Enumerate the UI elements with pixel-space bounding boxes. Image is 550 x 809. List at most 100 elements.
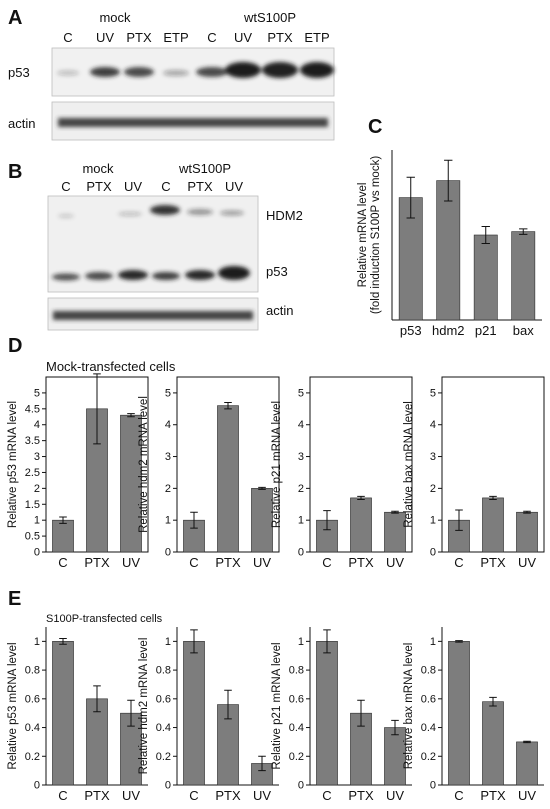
x-tick-label: p21 — [475, 323, 497, 338]
y-tick-label: 0 — [165, 780, 171, 792]
y-tick-label: 1.5 — [25, 499, 40, 511]
bar — [482, 701, 504, 786]
y-tick-label: 2 — [298, 483, 304, 495]
error-bar — [489, 696, 497, 707]
y-tick-label: 4 — [430, 419, 436, 431]
chart-c-relative-mrna: p53 hdm2 p21 bax Relative mRNA level(fold in… — [357, 150, 542, 338]
x-tick-label: C — [322, 788, 331, 803]
error-bar — [481, 226, 490, 244]
panel-d-subtitle: Mock-transfected cells — [46, 359, 176, 374]
y-axis-title: Relative p21 mRNA level — [271, 401, 283, 528]
y-tick-label: 0.6 — [25, 693, 40, 705]
x-tick-label: UV — [122, 788, 140, 803]
error-bar — [59, 637, 67, 645]
panel-letter-a: A — [8, 7, 22, 29]
x-tick-label: C — [454, 555, 463, 570]
y-tick-label: 0.4 — [289, 722, 304, 734]
blot-a-lane-labels: C UV PTX ETP C UV PTX ETP — [63, 30, 329, 45]
blot-b-band-hdm2: HDM2 — [266, 208, 303, 223]
y-tick-label: 5 — [34, 387, 40, 399]
y-tick-label: 5 — [165, 387, 171, 399]
chart-d-hdm2: 0 1 2 3 4 5 C PTX UV Relative hdm2 mRNA level — [138, 376, 280, 570]
error-bar — [127, 699, 135, 727]
error-bar — [93, 373, 101, 445]
blot-a-lane-label: PTX — [267, 30, 293, 45]
blot-b-lane-label: C — [61, 179, 70, 194]
chart-d-p53: 0 0.5 1 1.5 2 2.5 3 3.5 4 4.5 5 C PTX UV Relative p53 … — [7, 373, 149, 570]
blot-b-lane-label: UV — [124, 179, 142, 194]
error-bar — [391, 719, 399, 736]
y-tick-label: 0 — [298, 780, 304, 792]
y-tick-label: 5 — [298, 387, 304, 399]
y-tick-label: 1 — [165, 515, 171, 527]
error-bar — [523, 740, 531, 744]
y-tick-label: 0.2 — [156, 751, 171, 763]
y-tick-label: 0 — [298, 547, 304, 559]
y-tick-label: 0.2 — [25, 751, 40, 763]
x-tick-label: PTX — [348, 788, 374, 803]
bar — [473, 234, 498, 321]
y-axis-title: Relative mRNA level(fold induction S100P… — [357, 156, 382, 314]
y-axis-title: Relative p53 mRNA level — [7, 642, 19, 769]
y-tick-label: 4 — [165, 419, 171, 431]
bar — [516, 511, 538, 553]
blot-a-group-mock: mock — [99, 10, 131, 25]
blot-b-lane-label: UV — [225, 179, 243, 194]
bar — [52, 641, 74, 786]
panel-e-subtitle: S100P-transfected cells — [46, 613, 163, 625]
y-tick-label: 0 — [34, 780, 40, 792]
blot-a-group-wts100p: wtS100P — [243, 10, 296, 25]
y-tick-label: 0.6 — [421, 693, 436, 705]
y-tick-label: 0.8 — [421, 665, 436, 677]
x-tick-label: UV — [253, 555, 271, 570]
x-tick-label: C — [58, 788, 67, 803]
panel-letter-d: D — [8, 335, 22, 357]
y-tick-label: 3 — [165, 451, 171, 463]
blot-a-lane-label: UV — [234, 30, 252, 45]
panel-letter-e: E — [8, 588, 21, 610]
x-tick-label: PTX — [215, 555, 241, 570]
y-tick-label: 4 — [298, 419, 304, 431]
x-tick-label: UV — [518, 788, 536, 803]
chart-d-p21: 0 1 2 3 4 5 C PTX UV Relative p21 mRNA level — [271, 376, 413, 570]
y-tick-label: 4.5 — [25, 403, 40, 415]
blot-a-lane-label: UV — [96, 30, 114, 45]
x-tick-label: PTX — [348, 555, 374, 570]
y-tick-label: 5 — [430, 387, 436, 399]
x-tick-label: PTX — [215, 788, 241, 803]
y-axis-title: Relative bax mRNA level — [403, 643, 415, 770]
y-tick-label: 0.5 — [25, 531, 40, 543]
bar — [251, 488, 273, 553]
y-tick-label: 3 — [430, 451, 436, 463]
blot-a-p53-membrane — [51, 47, 335, 97]
panel-letter-b: B — [8, 161, 22, 183]
y-axis-title: Relative p21 mRNA level — [271, 642, 283, 769]
y-tick-label: 1 — [165, 636, 171, 648]
error-bar — [93, 685, 101, 713]
blot-b-group-wts100p: wtS100P — [178, 161, 231, 176]
bar — [52, 519, 74, 553]
y-tick-label: 1 — [34, 636, 40, 648]
y-tick-label: 0.6 — [289, 693, 304, 705]
error-bar — [519, 228, 528, 235]
y-axis-title: Relative hdm2 mRNA level — [138, 638, 150, 775]
y-axis-title: Relative p53 mRNA level — [7, 401, 19, 528]
y-tick-label: 1 — [298, 515, 304, 527]
blot-b-lane-label: PTX — [86, 179, 112, 194]
error-bar — [323, 629, 331, 654]
x-tick-label: UV — [386, 555, 404, 570]
bar — [316, 641, 338, 786]
x-tick-label: hdm2 — [432, 323, 465, 338]
x-tick-label: UV — [122, 555, 140, 570]
error-bar — [455, 640, 463, 643]
y-tick-label: 2 — [430, 483, 436, 495]
y-tick-label: 2 — [165, 483, 171, 495]
y-tick-label: 0.8 — [156, 665, 171, 677]
x-tick-label: bax — [513, 323, 534, 338]
y-tick-label: 3 — [298, 451, 304, 463]
blot-b-lane-label: C — [161, 179, 170, 194]
bar — [516, 741, 538, 786]
y-axis-title: Relative bax mRNA level — [403, 401, 415, 528]
bar — [217, 405, 239, 553]
blot-b-band-p53: p53 — [266, 264, 288, 279]
